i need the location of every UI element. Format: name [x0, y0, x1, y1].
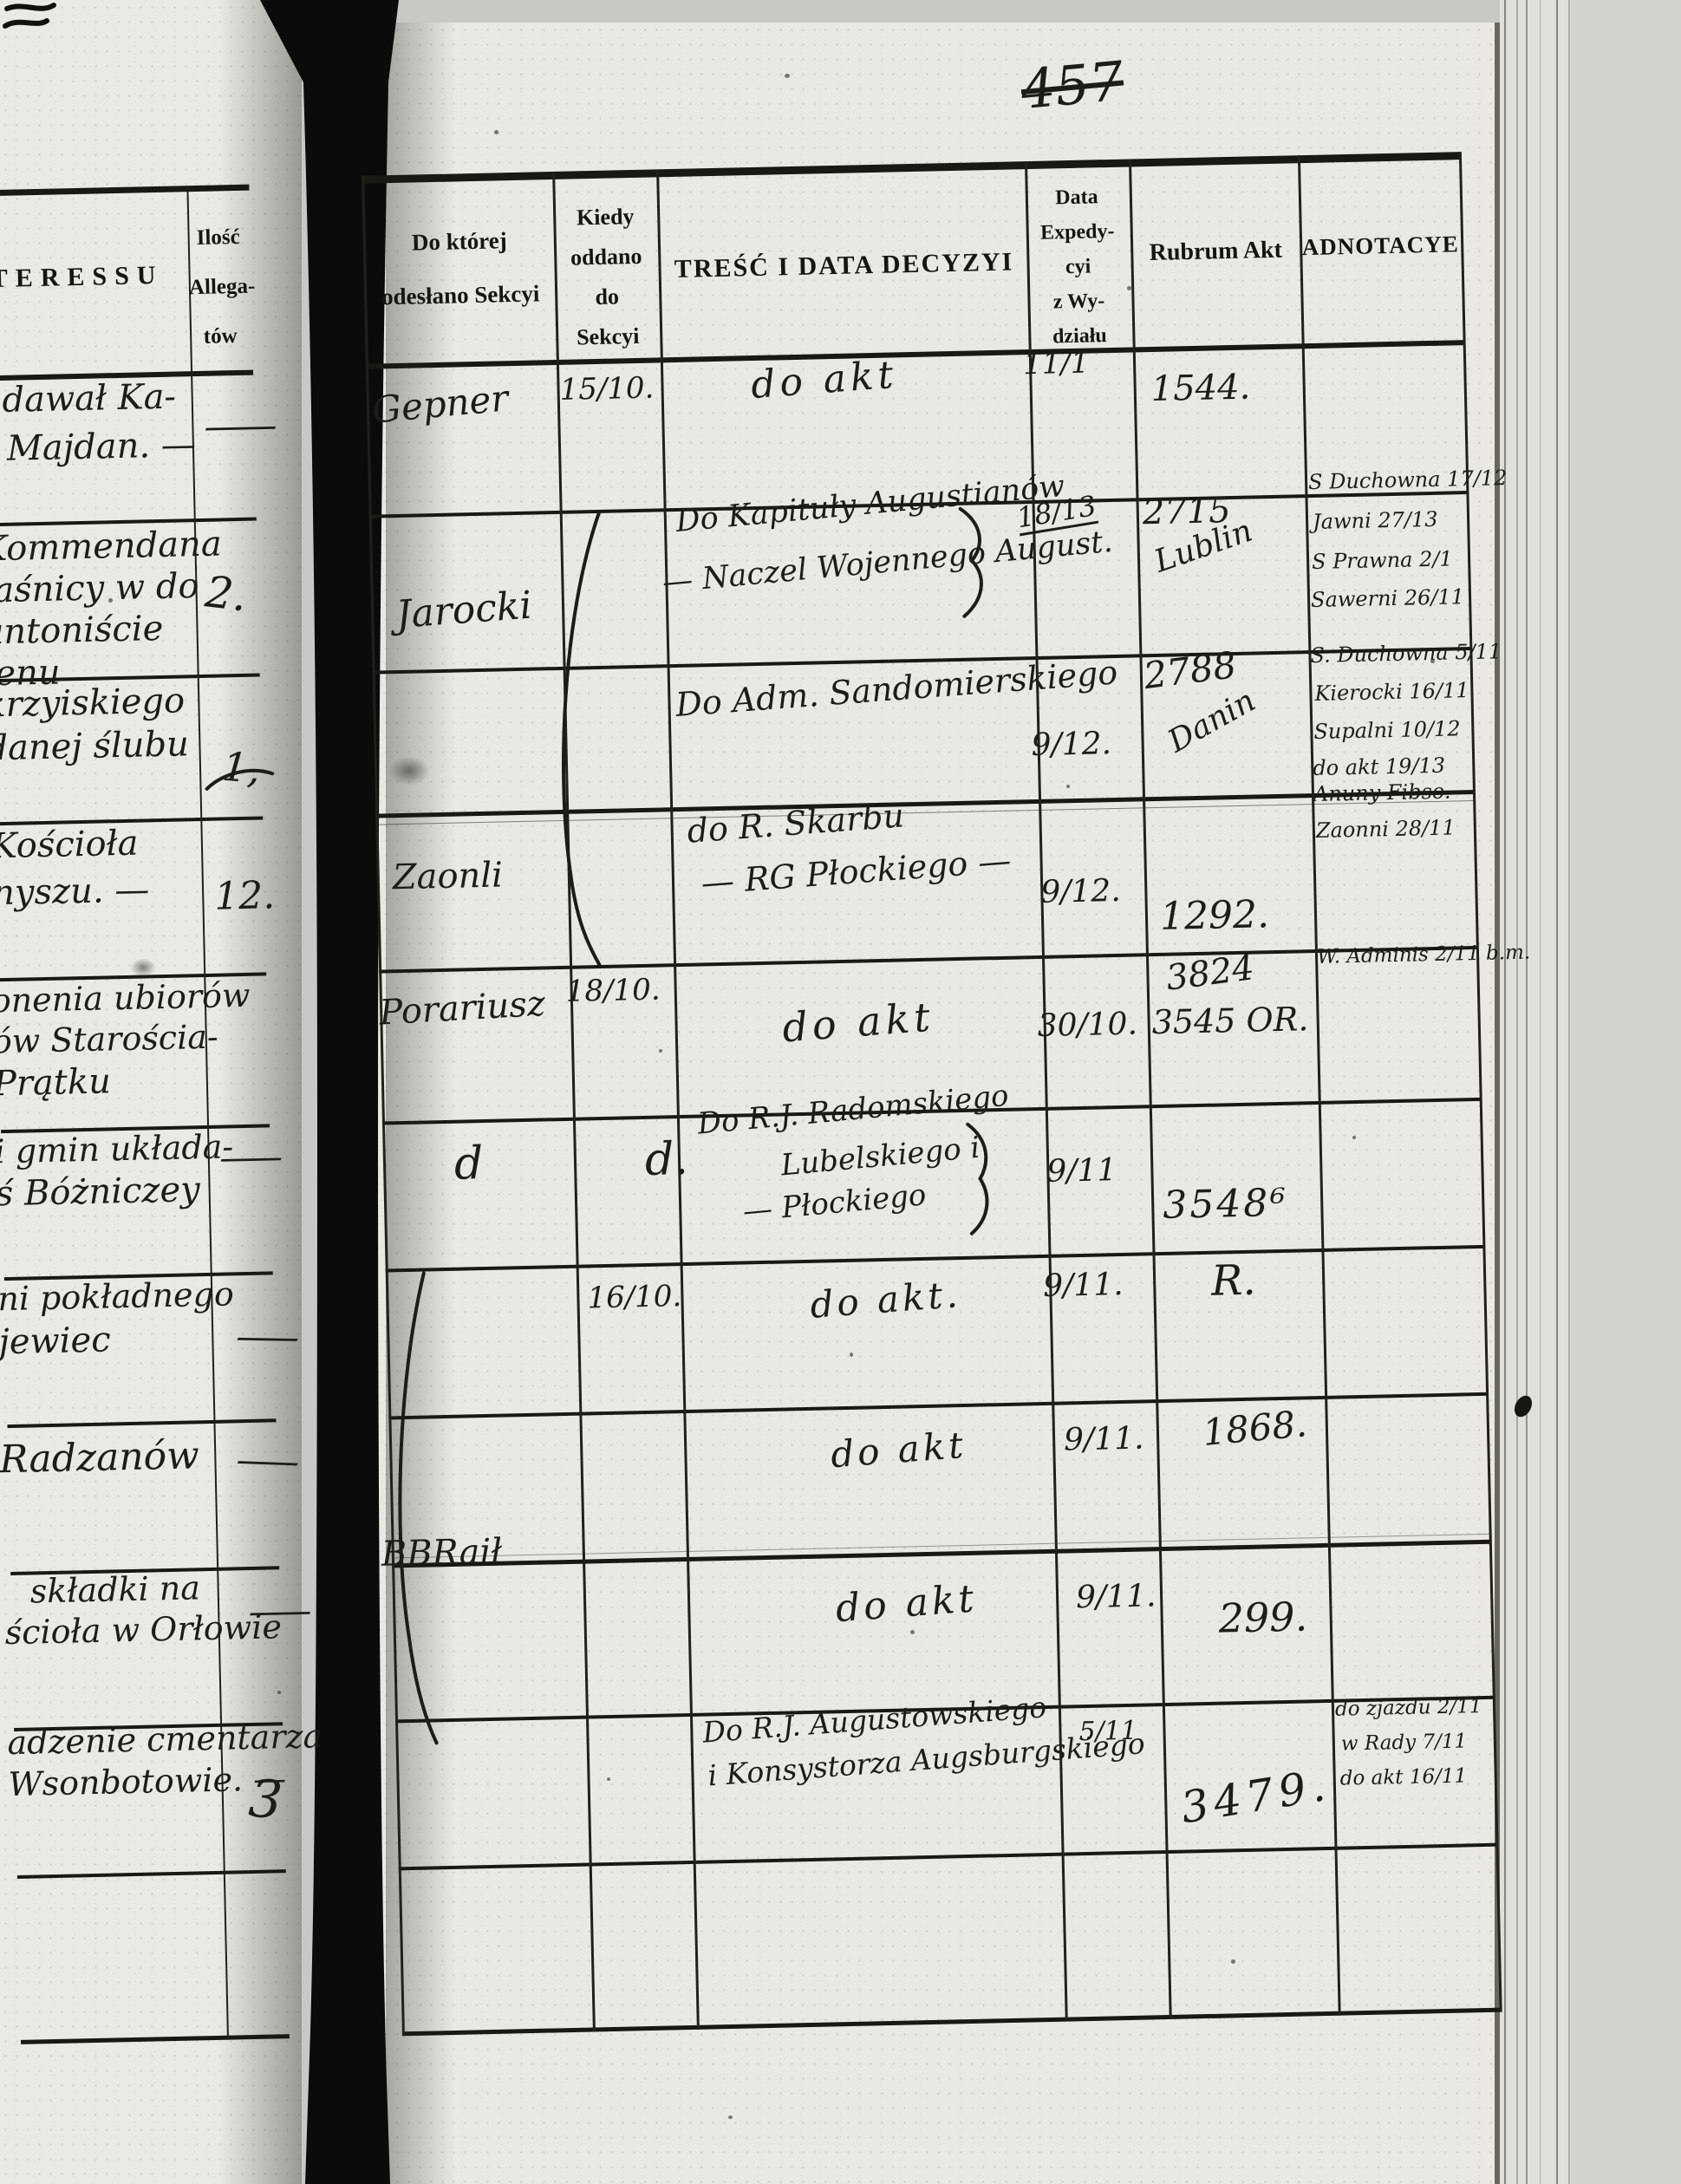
right-page-edge-line [1495, 23, 1500, 2184]
flourish-left-allegata [205, 768, 275, 791]
ink-smudge [388, 756, 430, 786]
left-page-paper [0, 0, 302, 2184]
ink-smudge [130, 958, 156, 977]
brace-rows-7-9 [398, 1271, 439, 1745]
closing-brace-row-6 [966, 1122, 989, 1235]
scan-background-right [1571, 0, 1681, 2184]
ink-blot [1514, 1395, 1533, 1418]
brace-rows-2-4 [562, 511, 603, 968]
corner-ink-scribble [3, 3, 56, 29]
left-page-gutter-shadow [218, 0, 302, 2184]
book-page-edges [1500, 0, 1571, 2184]
closing-brace-row-2 [958, 506, 983, 618]
